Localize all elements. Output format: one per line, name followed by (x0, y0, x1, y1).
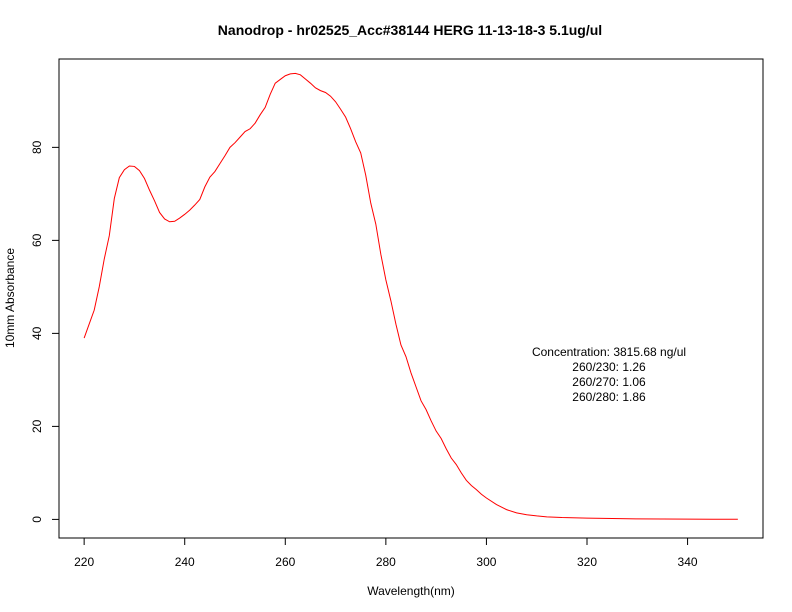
x-tick-label: 240 (175, 555, 195, 569)
absorbance-series-line (83, 72, 738, 520)
x-axis-label: Wavelength(nm) (367, 584, 455, 598)
x-tick-label: 280 (376, 555, 396, 569)
x-tick-label: 340 (678, 555, 698, 569)
y-tick-label: 60 (30, 233, 44, 247)
annotation-line: 260/270: 1.06 (572, 375, 646, 389)
x-axis: 220 240 260 280 300 320 340 (74, 537, 698, 569)
y-tick-label: 80 (30, 140, 44, 154)
y-tick-label: 40 (30, 326, 44, 340)
y-tick-label: 0 (30, 516, 44, 523)
y-axis: 0 20 40 60 80 (30, 140, 60, 523)
annotation-line: 260/280: 1.86 (572, 390, 646, 404)
y-axis-label: 10mm Absorbance (3, 248, 17, 348)
x-tick-label: 220 (74, 555, 94, 569)
x-tick-label: 260 (275, 555, 295, 569)
x-tick-label: 320 (577, 555, 597, 569)
annotation-line: 260/230: 1.26 (572, 360, 646, 374)
chart-title: Nanodrop - hr02525_Acc#38144 HERG 11-13-… (218, 22, 602, 38)
plot-frame (58, 58, 764, 539)
x-tick-label: 300 (476, 555, 496, 569)
y-tick-label: 20 (30, 419, 44, 433)
annotation-line: Concentration: 3815.68 ng/ul (532, 345, 686, 359)
